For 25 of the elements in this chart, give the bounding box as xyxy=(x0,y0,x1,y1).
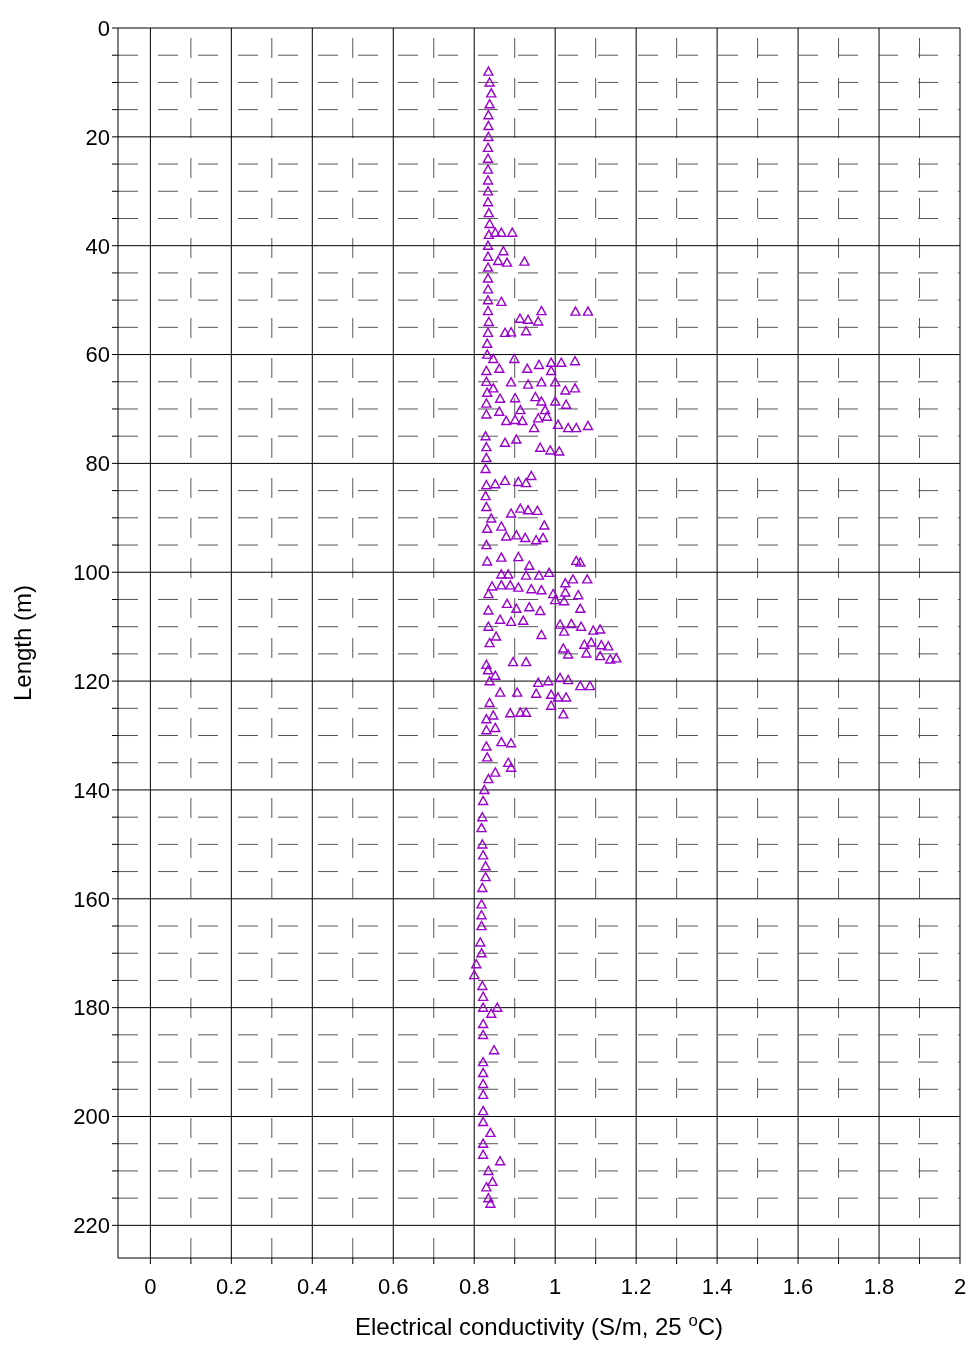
x-tick-label: 1 xyxy=(549,1273,562,1299)
x-tick-label: 0 xyxy=(144,1273,157,1299)
y-tick-label: 60 xyxy=(85,342,110,368)
y-tick-label: 100 xyxy=(73,560,110,586)
y-axis-title: Length (m) xyxy=(8,584,36,702)
x-tick-label: 1.4 xyxy=(701,1273,733,1299)
y-tick-label: 120 xyxy=(73,668,110,694)
x-tick-label: 1.2 xyxy=(620,1273,652,1299)
x-tick-label: 1.8 xyxy=(863,1273,895,1299)
y-tick-label: 20 xyxy=(85,124,110,150)
y-tick-label: 140 xyxy=(73,777,110,803)
x-axis-title: Electrical conductivity (S/m, 25 $^{o}$C) xyxy=(354,1310,724,1340)
y-tick-label: 180 xyxy=(73,995,110,1021)
y-tick-label: 200 xyxy=(73,1104,110,1130)
y-tick-label: 80 xyxy=(85,451,110,477)
x-tick-label: 0.2 xyxy=(216,1273,247,1299)
y-tick-label: 40 xyxy=(85,233,110,259)
y-tick-label: 0 xyxy=(97,15,110,41)
x-tick-label: 2 xyxy=(953,1273,967,1299)
x-tick-label: 0.4 xyxy=(297,1273,328,1299)
x-tick-label: 1.6 xyxy=(782,1273,814,1299)
x-tick-label: 0.8 xyxy=(458,1273,490,1299)
y-tick-label: 160 xyxy=(73,886,110,912)
y-tick-label: 220 xyxy=(73,1213,110,1239)
x-tick-label: 0.6 xyxy=(377,1273,409,1299)
